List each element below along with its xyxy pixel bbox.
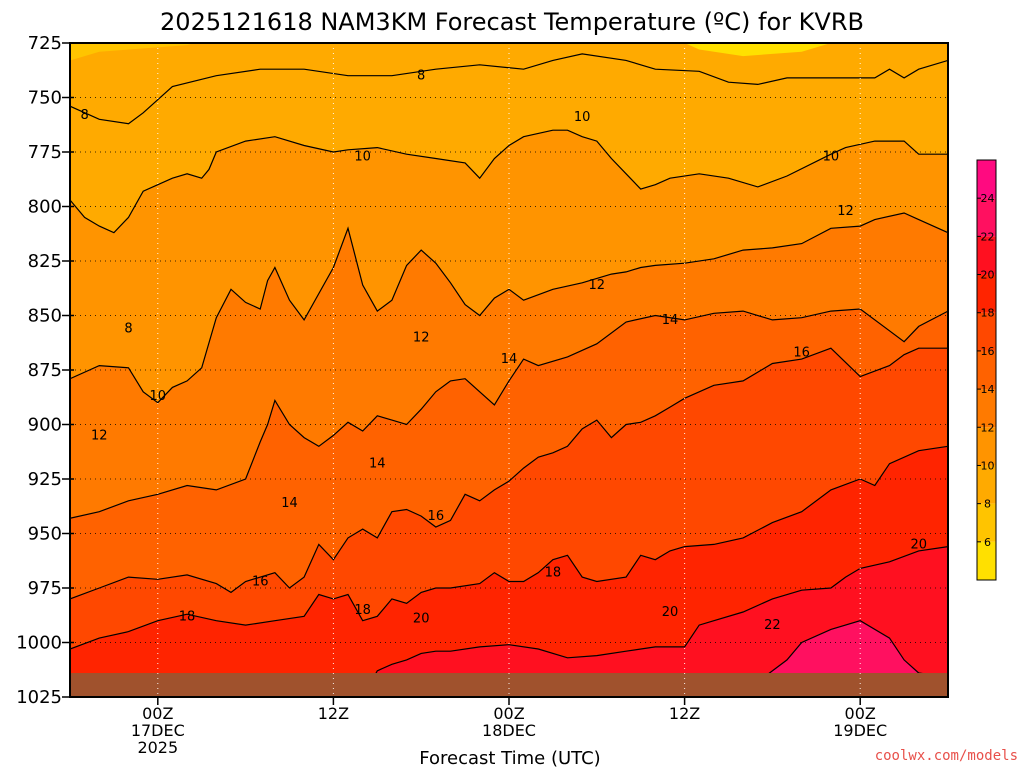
- contour-label-11: 16: [793, 346, 810, 361]
- y-tick-label-725: 725: [28, 33, 62, 54]
- contour-label-4: 10: [823, 149, 840, 164]
- contour-label-19: 18: [545, 566, 562, 581]
- y-tick-label-875: 875: [28, 360, 62, 381]
- contour-label-20: 18: [179, 609, 196, 624]
- isotherm-line-18: [70, 445, 948, 650]
- contour-label-9: 12: [413, 330, 430, 345]
- colorbar-swatch-12: [977, 389, 996, 428]
- y-tick-label-975: 975: [28, 578, 62, 599]
- colorbar-swatch-16: [977, 312, 996, 351]
- ground-layer: [70, 673, 948, 697]
- x-tick-label-54-1: 19DEC: [833, 721, 887, 740]
- colorbar-swatch-14: [977, 350, 996, 390]
- axes: 7257507758008258508759009259509751000102…: [16, 33, 949, 757]
- contour-label-24: 22: [764, 618, 781, 633]
- colorbar-swatch-8: [977, 465, 996, 504]
- colorbar-tick-label-8: 8: [984, 498, 991, 511]
- y-tick-label-925: 925: [28, 469, 62, 490]
- y-tick-label-800: 800: [28, 197, 62, 218]
- y-tick-label-900: 900: [28, 415, 62, 436]
- colorbar-swatch-24: [977, 160, 996, 199]
- contour-label-2: 10: [574, 110, 591, 125]
- colorbar-tick-label-12: 12: [981, 421, 995, 434]
- contour-label-18: 16: [252, 574, 269, 589]
- colorbar-swatch-10: [977, 427, 996, 466]
- y-tick-label-1025: 1025: [16, 687, 62, 708]
- contour-label-7: 8: [124, 322, 132, 337]
- contour-label-21: 18: [354, 603, 371, 618]
- contour-label-3: 10: [354, 149, 371, 164]
- isotherm-line-20: [70, 546, 948, 697]
- contour-label-15: 14: [281, 496, 298, 511]
- x-tick-label-18-0: 12Z: [318, 704, 349, 723]
- y-tick-label-750: 750: [28, 88, 62, 109]
- y-tick-label-825: 825: [28, 251, 62, 272]
- colorbar-swatch-20: [977, 236, 996, 275]
- contour-label-12: 10: [150, 389, 167, 404]
- isotherm-band-20: [70, 546, 948, 697]
- contour-label-6: 12: [589, 278, 606, 293]
- y-tick-label-850: 850: [28, 306, 62, 327]
- isotherm-line-16: [70, 347, 948, 600]
- isotherm-line-10: [70, 129, 948, 234]
- x-tick-label-42-0: 12Z: [669, 704, 700, 723]
- x-axis-title: Forecast Time (UTC): [419, 748, 600, 768]
- colorbar-tick-label-22: 22: [981, 230, 995, 243]
- isotherm-line-14: [70, 308, 948, 519]
- isotherm-line-8: [70, 53, 948, 125]
- x-tick-label-30-1: 18DEC: [482, 721, 536, 740]
- contour-label-13: 12: [91, 428, 108, 443]
- colorbar-frame: [976, 159, 997, 581]
- y-tick-label-1000: 1000: [16, 633, 62, 654]
- isotherm-line-12: [70, 212, 948, 404]
- grid-lines: [70, 43, 948, 697]
- colorbar-tick-label-24: 24: [981, 192, 995, 205]
- x-tick-label-6-2: 2025: [137, 738, 178, 757]
- colorbar-swatch-6: [977, 503, 996, 542]
- credit-text: coolwx.com/models: [875, 748, 1018, 764]
- x-tick-label-54-0: 00Z: [845, 704, 876, 723]
- contour-labels: 8 8 10 10 10 12 12 8 14 12 14 16 10 12 14 14 16 20 16 18 18 1…: [80, 69, 927, 633]
- colorbar-swatch-22: [977, 198, 996, 237]
- contour-label-17: 20: [910, 537, 927, 552]
- contour-label-0: 8: [417, 69, 425, 84]
- colorbar-swatch-4: [977, 541, 996, 580]
- chart-title: 2025121618 NAM3KM Forecast Temperature (…: [160, 8, 864, 36]
- colorbar-tick-label-18: 18: [981, 307, 995, 320]
- colorbar-tick-label-14: 14: [981, 383, 995, 396]
- contour-label-10: 14: [501, 352, 518, 367]
- colorbar-swatch-18: [977, 274, 996, 313]
- colorbar-tick-label-6: 6: [984, 536, 991, 549]
- colorbar: 24 22 20 18 16 14 12 10 8 6: [976, 159, 997, 581]
- contour-label-16: 16: [428, 509, 445, 524]
- contour-label-14: 14: [369, 457, 386, 472]
- x-tick-label-6-1: 17DEC: [131, 721, 185, 740]
- contour-label-5: 12: [837, 204, 854, 219]
- y-tick-label-950: 950: [28, 524, 62, 545]
- y-tick-label-775: 775: [28, 142, 62, 163]
- x-tick-label-6-0: 00Z: [142, 704, 173, 723]
- contour-label-22: 20: [413, 612, 430, 627]
- band-top-right-yellow: [684, 43, 831, 57]
- colorbar-tick-label-20: 20: [981, 269, 995, 282]
- colorbar-tick-label-10: 10: [981, 459, 995, 472]
- colorbar-tick-label-16: 16: [981, 345, 995, 358]
- contour-label-1: 8: [80, 108, 88, 123]
- contour-label-23: 20: [662, 605, 679, 620]
- band-top-left-yellow: [70, 43, 195, 61]
- x-tick-label-30-0: 00Z: [493, 704, 524, 723]
- contour-label-8: 14: [662, 313, 679, 328]
